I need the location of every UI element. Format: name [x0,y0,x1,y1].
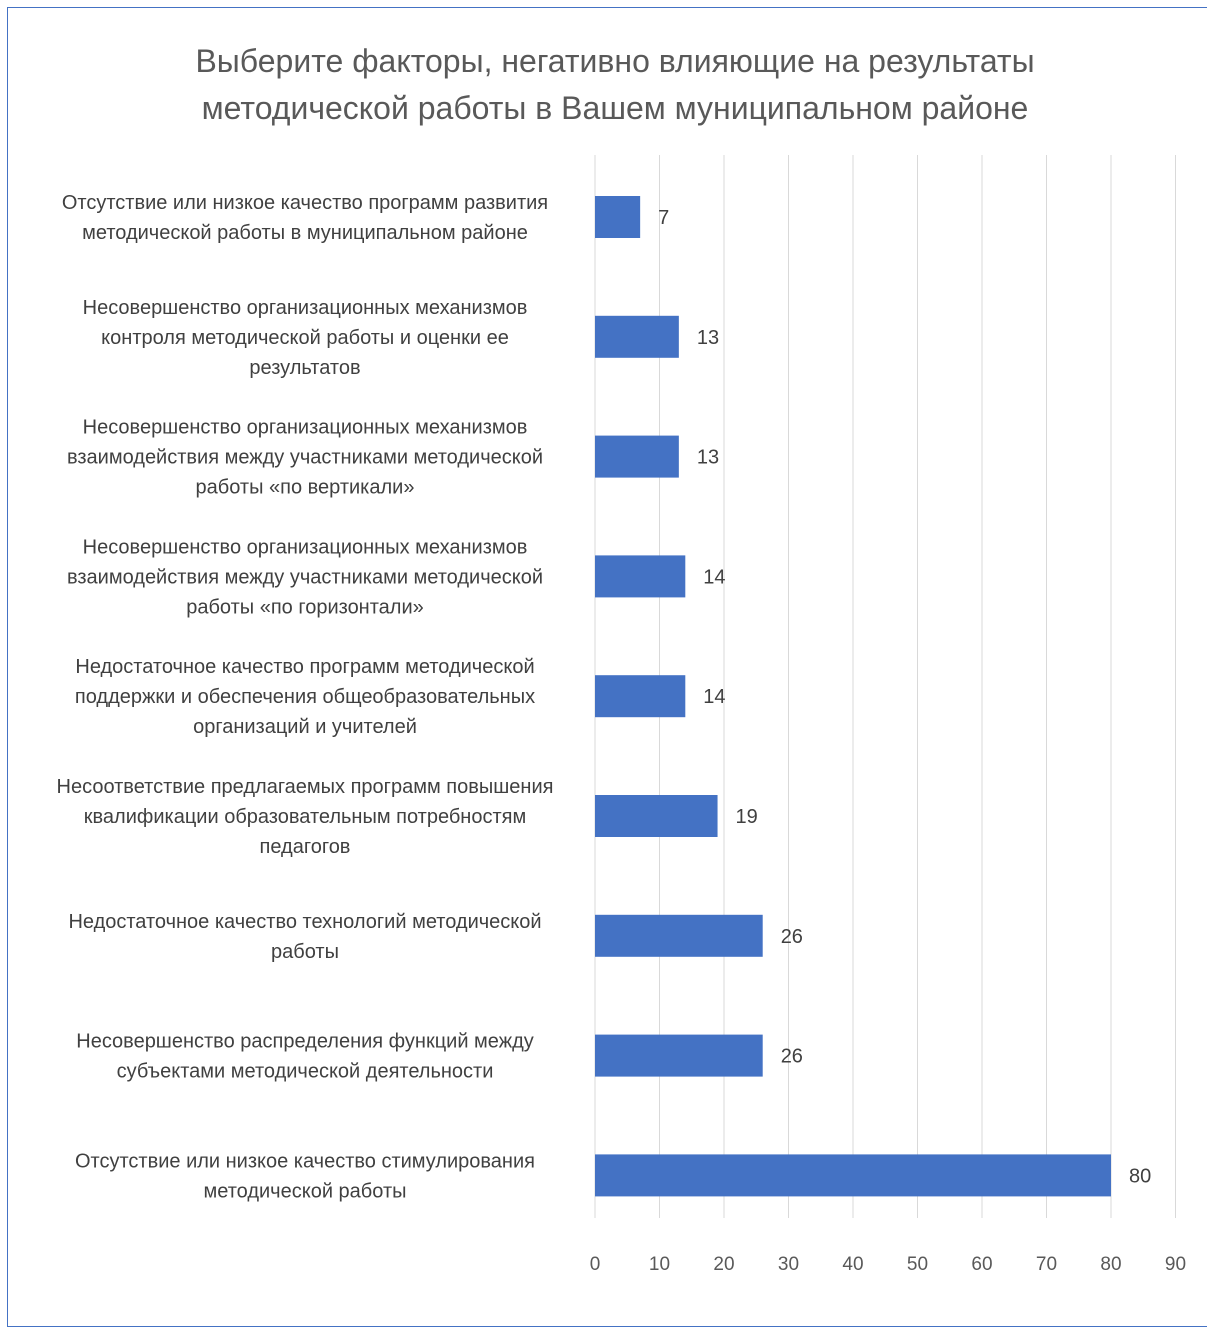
x-tick-label: 0 [590,1254,601,1275]
category-labels: Отсутствие или низкое качество программ … [57,192,554,1202]
bar [595,914,763,957]
bar [595,795,718,837]
data-label: 13 [697,327,719,349]
bar-chart: 7 13 13 14 14 19 26 26 80 Отсутствие или низкое … [57,155,1186,1275]
x-axis-ticks: 0 10 20 30 40 50 60 70 80 90 [590,1254,1186,1275]
bar [595,315,679,358]
category-label: Несовершенство организационных механизмо… [83,297,528,379]
bar [595,196,641,238]
data-label: 13 [697,447,719,469]
bar [595,1154,1111,1197]
chart-title: Выберите факторы, негативно влияющие на … [195,43,1035,126]
x-tick-label: 10 [649,1254,670,1275]
category-label: Недостаточное качество технологий методи… [68,911,541,963]
data-label: 14 [703,686,725,708]
value-labels: 7 13 13 14 14 19 26 26 80 [658,207,1151,1187]
x-tick-label: 20 [713,1254,734,1275]
x-tick-label: 50 [907,1254,928,1275]
x-tick-label: 80 [1100,1254,1121,1275]
data-label: 14 [703,566,725,588]
category-label: Несовершенство организационных механизмо… [67,536,543,618]
data-label: 26 [781,926,803,948]
category-label: Несоответствие предлагаемых программ пов… [57,776,554,858]
category-label: Несовершенство распределения функций меж… [76,1031,534,1083]
data-label: 80 [1129,1165,1151,1187]
data-label: 19 [736,806,758,828]
category-label: Отсутствие или низкое качество программ … [62,192,548,244]
data-label: 7 [658,207,669,229]
data-label: 26 [781,1046,803,1068]
x-tick-label: 90 [1165,1254,1186,1275]
x-tick-label: 30 [778,1254,799,1275]
bar [595,435,679,478]
x-tick-label: 40 [842,1254,863,1275]
bars [595,196,1111,1197]
bar [595,1034,763,1077]
bar [595,555,686,598]
category-label: Несовершенство организационных механизмо… [67,417,543,499]
x-tick-label: 70 [1036,1254,1057,1275]
category-label: Отсутствие или низкое качество стимулиро… [75,1150,535,1202]
category-label: Недостаточное качество программ методиче… [75,656,535,738]
x-tick-label: 60 [971,1254,992,1275]
bar [595,675,686,718]
